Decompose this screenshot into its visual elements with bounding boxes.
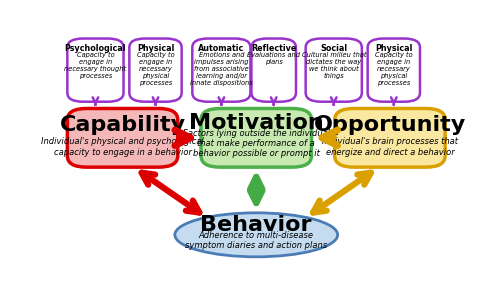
FancyBboxPatch shape [192,39,250,102]
Text: Physical: Physical [137,43,174,52]
Ellipse shape [175,213,338,257]
Text: Evaluations and
plans: Evaluations and plans [247,52,300,65]
Text: Individual's physical and psychological
capacity to engage in a behavior: Individual's physical and psychological … [41,137,204,156]
FancyBboxPatch shape [368,39,420,102]
FancyBboxPatch shape [130,39,182,102]
Text: Psychological: Psychological [64,43,126,52]
FancyBboxPatch shape [68,39,124,102]
Text: Opportunity: Opportunity [314,115,466,135]
Text: Capability: Capability [60,115,186,135]
Text: Automatic: Automatic [198,43,244,52]
FancyBboxPatch shape [201,108,312,167]
FancyBboxPatch shape [68,108,178,167]
Text: Individual's brain processes that
energize and direct a behavior: Individual's brain processes that energi… [322,137,458,156]
Text: Cultural milieu that
dictates the way
we think about
things: Cultural milieu that dictates the way we… [302,52,366,79]
Text: Social: Social [320,43,347,52]
Text: Reflective: Reflective [251,43,296,52]
Text: Behavior: Behavior [200,215,312,235]
Text: Capacity to
engage in
necessary thought
processes: Capacity to engage in necessary thought … [64,52,126,79]
Text: Factors lying outside the individual
that make performance of a
behavior possibl: Factors lying outside the individual tha… [182,129,330,158]
Text: Emotions and
impulses arising
from associative
learning and/or
innate dispositio: Emotions and impulses arising from assoc… [190,52,253,86]
Text: Physical: Physical [375,43,412,52]
Text: Capacity to
engage in
necessary
physical
processes: Capacity to engage in necessary physical… [136,52,174,86]
FancyBboxPatch shape [252,39,296,102]
FancyBboxPatch shape [306,39,362,102]
FancyBboxPatch shape [334,108,445,167]
Text: Motivation: Motivation [189,113,324,133]
Text: Capacity to
engage in
necessary
physical
processes: Capacity to engage in necessary physical… [375,52,412,86]
Text: Adherence to multi-disease
symptom diaries and action plans: Adherence to multi-disease symptom diari… [185,231,328,250]
